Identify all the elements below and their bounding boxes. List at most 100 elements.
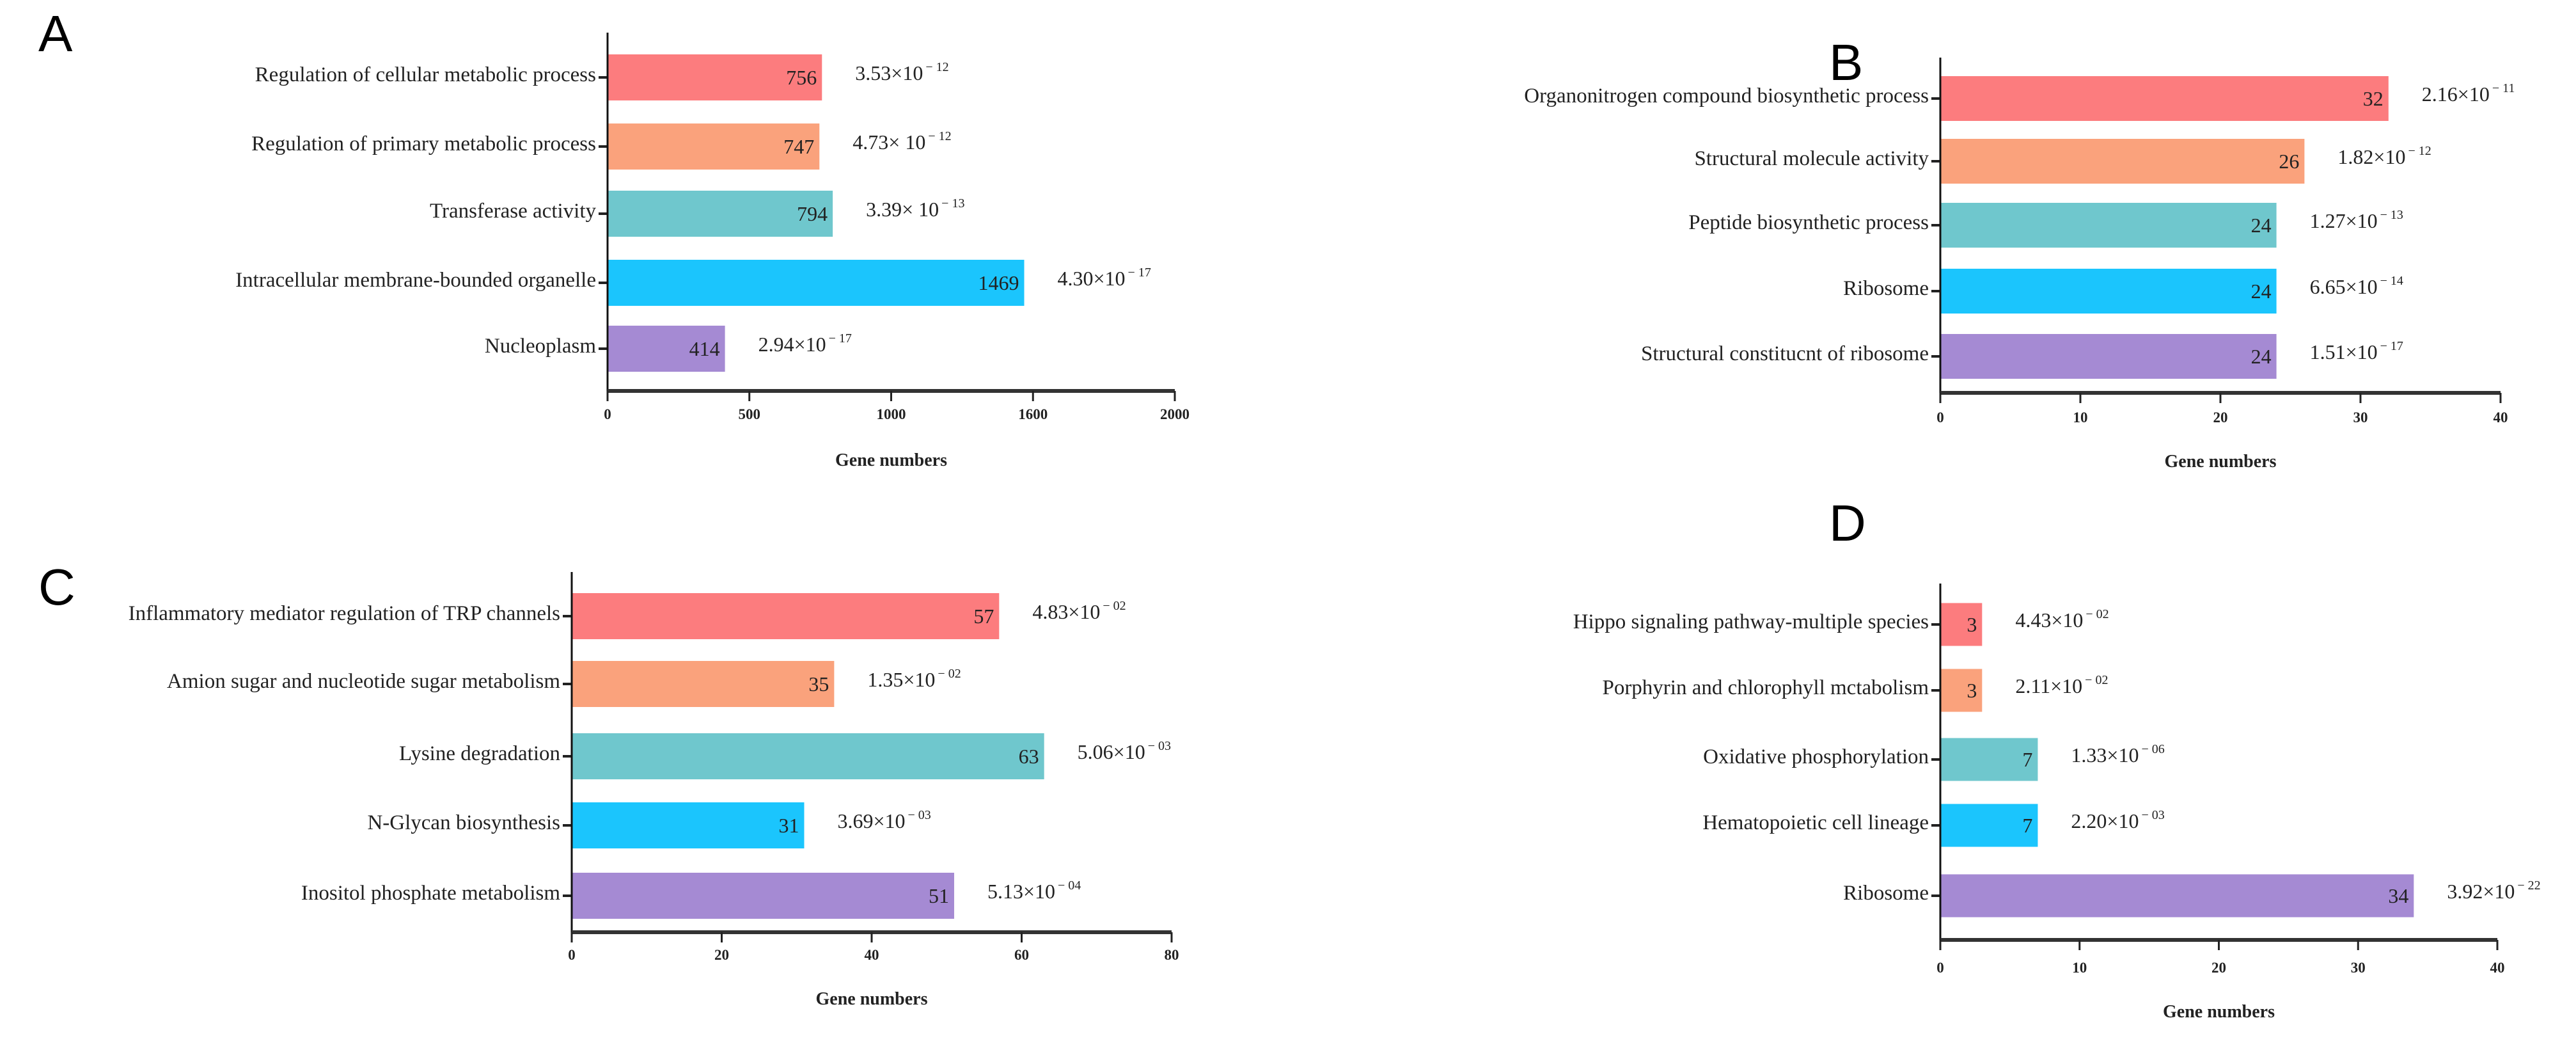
x-axis-title: Gene numbers <box>2165 452 2277 472</box>
p-value-label: 1.35×10− 02 <box>867 667 961 691</box>
category-label: Regulation of cellular metabolic process <box>255 63 596 86</box>
category-label: Hematopoietic cell lineage <box>1702 811 1929 834</box>
p-value-label: 3.69×10− 03 <box>837 808 931 832</box>
panel-label: A <box>38 5 73 62</box>
p-value-exponent: − 03 <box>1148 739 1171 753</box>
p-value-label: 3.92×10− 22 <box>2447 878 2540 903</box>
x-tick-label: 20 <box>2211 960 2226 976</box>
p-value-mantissa: 3.39× 10 <box>866 198 939 221</box>
x-tick-label: 40 <box>865 947 879 963</box>
p-value-label: 4.73× 10− 12 <box>852 129 951 154</box>
bar-value-label: 7 <box>2022 814 2032 837</box>
p-value-mantissa: 4.73× 10 <box>852 131 925 154</box>
bar-value-label: 794 <box>797 202 828 225</box>
p-value-exponent: − 02 <box>938 667 961 681</box>
bar-value-label: 51 <box>929 884 949 907</box>
category-label: Inflammatory mediator regulation of TRP … <box>129 602 560 625</box>
bar-value-label: 24 <box>2251 214 2272 237</box>
panel-label: B <box>1829 34 1863 91</box>
p-value-label: 2.16×10− 11 <box>2422 81 2515 106</box>
panel-d: D 3 Hippo signaling pathway-multiple speci… <box>1573 495 2541 1022</box>
bar-value-label: 31 <box>778 814 799 837</box>
panel-label: D <box>1829 495 1866 552</box>
bar-value-label: 3 <box>1967 679 1977 702</box>
p-value-exponent: − 12 <box>928 129 951 143</box>
x-tick-label: 20 <box>2213 409 2228 425</box>
p-value-mantissa: 3.53×10 <box>855 61 923 84</box>
panel-c: C 57 Inflammatory mediator regulation of T… <box>38 559 1179 1009</box>
bar <box>572 802 805 848</box>
x-tick-label: 0 <box>604 406 611 422</box>
p-value-exponent: − 17 <box>2380 339 2403 353</box>
bar-value-label: 63 <box>1019 745 1039 768</box>
p-value-exponent: − 17 <box>829 331 852 346</box>
x-tick-label: 0 <box>1936 409 1944 425</box>
panel-b: B 32 Organonitrogen compound biosynthetic … <box>1524 34 2515 472</box>
p-value-mantissa: 3.69×10 <box>837 809 905 832</box>
bar-value-label: 26 <box>2279 150 2299 173</box>
category-label: Transferase activity <box>430 200 596 223</box>
p-value-mantissa: 5.13×10 <box>987 880 1055 903</box>
bar <box>1940 269 2277 314</box>
x-tick-label: 0 <box>568 947 576 963</box>
category-label: Porphyrin and chlorophyll mctabolism <box>1602 676 1929 699</box>
bar-value-label: 3 <box>1967 613 1977 636</box>
category-label: Peptide biosynthetic process <box>1688 211 1929 234</box>
bar <box>608 54 822 100</box>
p-value-exponent: − 06 <box>2141 742 2164 756</box>
panel-a: A 756 Regulation of cellular metabolic pro… <box>38 5 1190 470</box>
category-label: Ribosome <box>1843 882 1929 905</box>
p-value-exponent: − 12 <box>2408 144 2431 158</box>
p-value-mantissa: 1.51×10 <box>2310 340 2378 363</box>
p-value-exponent: − 12 <box>925 60 948 74</box>
x-tick-label: 1600 <box>1018 406 1048 422</box>
p-value-exponent: − 14 <box>2380 274 2403 288</box>
p-value-mantissa: 2.16×10 <box>2422 83 2490 106</box>
p-value-label: 6.65×10− 14 <box>2310 274 2403 298</box>
bar-value-label: 32 <box>2363 87 2384 110</box>
x-tick-label: 20 <box>714 947 729 963</box>
bar-value-label: 24 <box>2251 280 2272 303</box>
bar <box>608 260 1025 306</box>
x-tick-label: 10 <box>2073 409 2088 425</box>
category-label: Structural molecule activity <box>1694 147 1929 170</box>
p-value-exponent: − 17 <box>1128 266 1151 280</box>
p-value-mantissa: 5.06×10 <box>1078 740 1145 763</box>
category-label: Amion sugar and nucleotide sugar metabol… <box>167 670 560 693</box>
x-tick-label: 30 <box>2353 409 2368 425</box>
bar-value-label: 57 <box>973 605 994 628</box>
bar-value-label: 747 <box>783 135 814 158</box>
p-value-exponent: − 03 <box>908 808 931 822</box>
p-value-mantissa: 4.83×10 <box>1032 600 1100 623</box>
p-value-exponent: − 22 <box>2517 878 2540 893</box>
p-value-mantissa: 1.27×10 <box>2310 209 2378 232</box>
p-value-mantissa: 1.82×10 <box>2337 145 2405 168</box>
category-label: Inositol phosphate metabolism <box>301 882 560 905</box>
bar-value-label: 1469 <box>978 271 1019 294</box>
x-tick-label: 60 <box>1014 947 1029 963</box>
bar-value-label: 7 <box>2022 748 2032 771</box>
bar <box>1940 334 2277 379</box>
p-value-label: 2.94×10− 17 <box>758 331 852 356</box>
bar <box>1940 804 2038 847</box>
p-value-exponent: − 03 <box>2141 808 2164 822</box>
p-value-label: 1.27×10− 13 <box>2310 208 2403 232</box>
p-value-label: 5.06×10− 03 <box>1078 739 1171 763</box>
x-tick-label: 40 <box>2490 960 2505 976</box>
bar <box>572 661 835 707</box>
bar <box>608 326 725 372</box>
bar <box>1940 603 1983 646</box>
bar <box>608 123 820 170</box>
x-tick-label: 2000 <box>1160 406 1190 422</box>
category-label: Regulation of primary metabolic process <box>251 132 596 155</box>
category-label: Intracellular membrane-bounded organelle <box>235 269 596 292</box>
bar <box>1940 874 2414 918</box>
p-value-label: 3.53×10− 12 <box>855 60 948 84</box>
p-value-exponent: − 11 <box>2492 81 2515 95</box>
p-value-label: 4.43×10− 02 <box>2015 607 2109 632</box>
bar-value-label: 34 <box>2388 884 2408 907</box>
x-tick-label: 1000 <box>877 406 906 422</box>
bar <box>1940 738 2038 781</box>
bar <box>572 873 954 919</box>
